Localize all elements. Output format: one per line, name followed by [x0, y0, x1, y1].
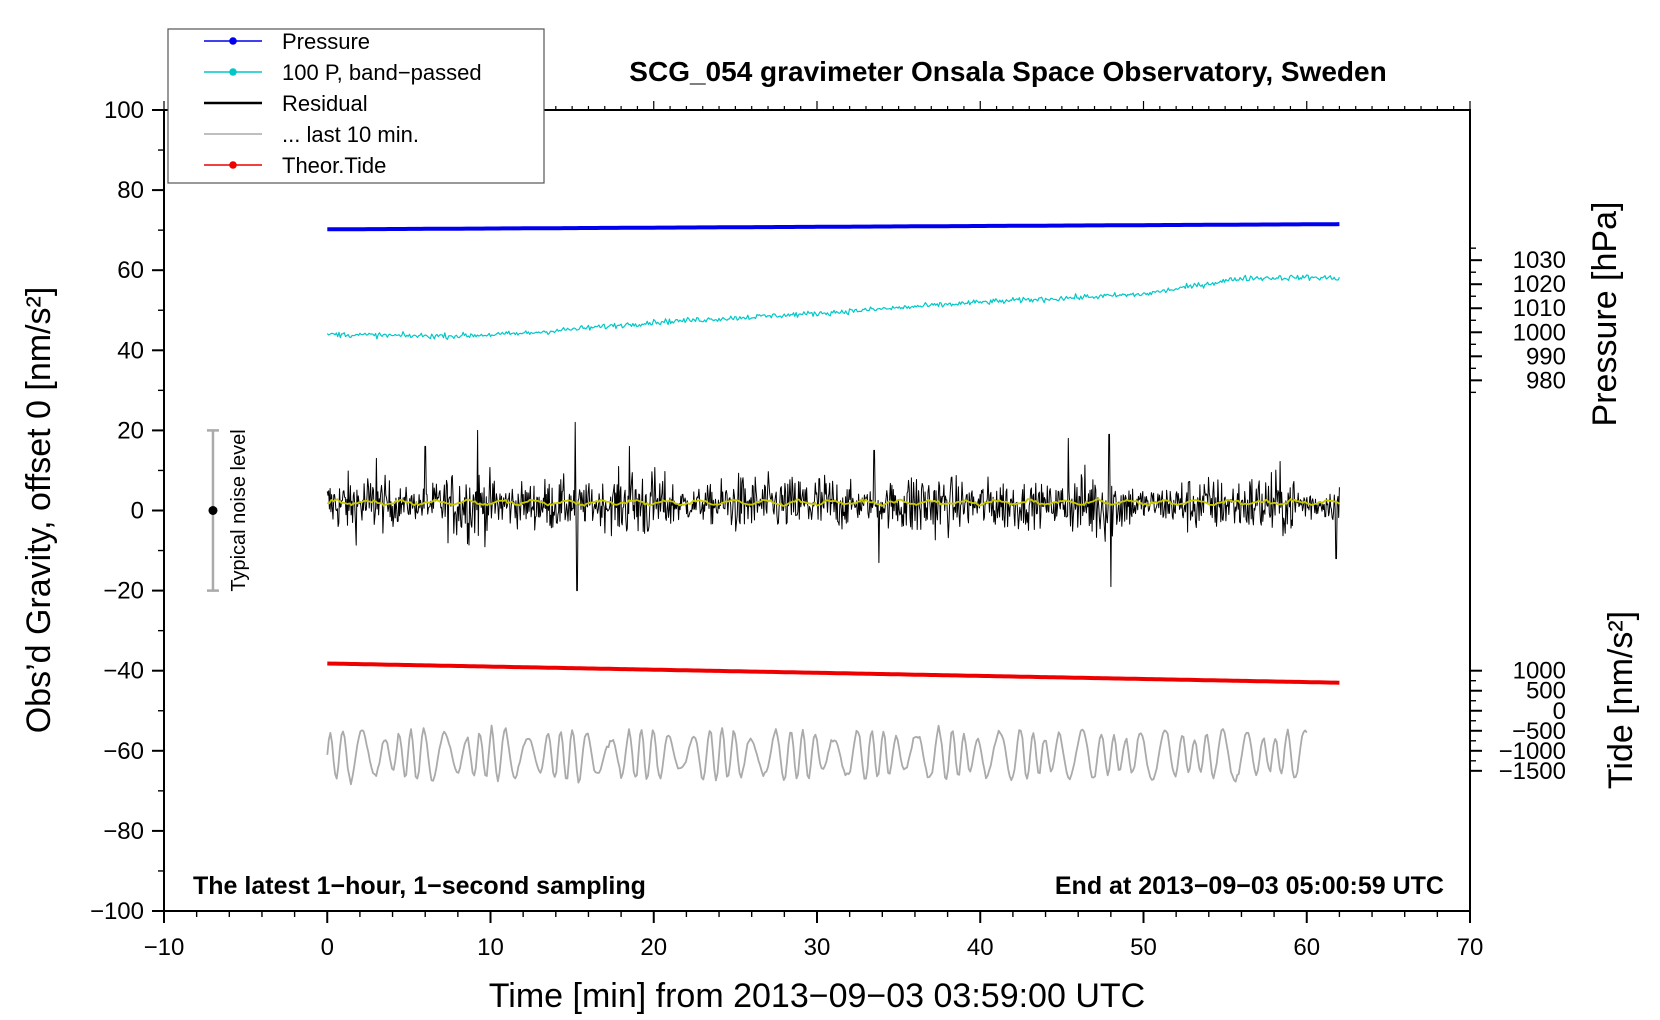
legend-marker	[229, 68, 237, 76]
axes: −10 0 10 20 30 40 50 60 70100806040200−20−40−60−…	[90, 97, 1566, 961]
y-tick-label: 40	[117, 337, 144, 364]
x-tick-label: 30	[804, 934, 831, 961]
y-axis-label-tide: Tide [nm/s²]	[1602, 611, 1640, 789]
legend-label: Theor.Tide	[282, 153, 386, 178]
y-tick-label: −40	[103, 658, 144, 685]
noise-level-indicator: Typical noise level	[206, 429, 250, 592]
series-last-10-min	[326, 724, 1308, 786]
x-tick-label: 0	[321, 934, 334, 961]
legend-marker	[229, 37, 237, 45]
y-tick-label: 0	[131, 498, 144, 525]
legend-box	[167, 28, 545, 184]
x-tick-label: 20	[640, 934, 667, 961]
x-tick-label: 50	[1130, 934, 1157, 961]
x-tick-label: 10	[477, 934, 504, 961]
noise-bar-dot	[208, 506, 218, 515]
series-theor-tide	[327, 661, 1340, 685]
y-axis-label-pressure: Pressure [hPa]	[1586, 202, 1624, 427]
pressure-tick-label: 990	[1526, 343, 1566, 370]
y-tick-label: 80	[117, 177, 144, 204]
y-tick-label: −20	[103, 578, 144, 605]
plot-series	[326, 222, 1340, 786]
legend-marker	[229, 161, 237, 169]
sampling-note: The latest 1−hour, 1−second sampling	[193, 872, 646, 900]
y-tick-label: 60	[117, 257, 144, 284]
series-band-passed-pressure	[326, 274, 1340, 340]
pressure-tick-label: 1030	[1513, 247, 1566, 274]
series-residual-mean	[327, 498, 1340, 507]
tide-tick-label: −1500	[1499, 758, 1566, 785]
tide-tick-label: 0	[1553, 698, 1566, 725]
x-tick-label: 40	[967, 934, 994, 961]
x-tick-label: −10	[144, 934, 185, 961]
end-time-note: End at 2013−09−03 05:00:59 UTC	[1055, 872, 1444, 900]
y-tick-label: −80	[103, 818, 144, 845]
legend-label: Pressure	[282, 29, 370, 54]
tide-tick-label: −500	[1512, 718, 1566, 745]
pressure-tick-label: 1010	[1513, 295, 1566, 322]
x-tick-label: 60	[1293, 934, 1320, 961]
x-axis-label: Time [min] from 2013−09−03 03:59:00 UTC	[489, 977, 1145, 1015]
y-tick-label: −100	[90, 898, 144, 925]
series-residual	[326, 421, 1340, 592]
series-pressure	[327, 222, 1340, 232]
y-axis-label-left: Obs’d Gravity, offset 0 [nm/s²]	[20, 287, 58, 734]
plot-frame	[163, 109, 1471, 912]
noise-level-label: Typical noise level	[228, 429, 250, 591]
legend: Pressure 100 P, band−passed Residual ... la…	[167, 28, 545, 184]
y-tick-label: 20	[117, 417, 144, 444]
tide-tick-label: 500	[1526, 678, 1566, 705]
legend-label: 100 P, band−passed	[282, 60, 482, 85]
x-tick-label: 70	[1457, 934, 1484, 961]
legend-label: ... last 10 min.	[282, 122, 419, 147]
y-tick-label: 100	[104, 97, 144, 124]
legend-label: Residual	[282, 91, 368, 116]
tide-tick-label: −1000	[1499, 738, 1566, 765]
chart-title: SCG_054 gravimeter Onsala Space Observat…	[629, 56, 1386, 87]
pressure-tick-label: 1020	[1513, 271, 1566, 298]
pressure-tick-label: 980	[1526, 367, 1566, 394]
tide-tick-label: 1000	[1513, 658, 1566, 685]
pressure-tick-label: 1000	[1513, 319, 1566, 346]
y-tick-label: −60	[103, 738, 144, 765]
